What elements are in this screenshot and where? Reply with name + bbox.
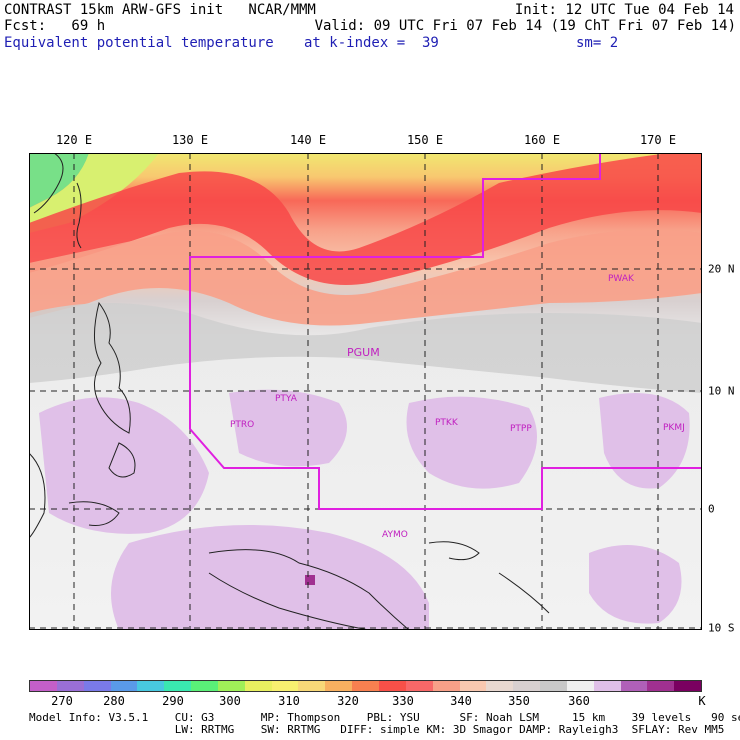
coast-luzon — [94, 301, 131, 434]
field-patch-ptkk — [406, 396, 537, 489]
colorbar-swatch — [325, 681, 353, 691]
field-patch-ptya — [229, 389, 347, 467]
coast-new-guinea-south — [208, 572, 370, 630]
colorbar-swatch — [137, 681, 165, 691]
station-label-ptpp: PTPP — [510, 424, 532, 434]
header-valid: Valid: 09 UTC Fri 07 Feb 14 (19 ChT Fri … — [314, 18, 736, 34]
region-boundary — [189, 153, 702, 510]
colorbar-swatch — [164, 681, 192, 691]
colorbar-label: 310 — [278, 694, 300, 708]
colorbar-label: K — [698, 694, 706, 708]
header-fcst: Fcst: 69 h — [4, 18, 106, 34]
colorbar-label: 360 — [568, 694, 590, 708]
station-label-pkmj: PKMJ — [663, 423, 685, 433]
colorbar-swatch — [352, 681, 379, 691]
coast-borneo — [29, 452, 46, 539]
lat-label-10s: 10 S — [708, 621, 735, 635]
colorbar-swatch — [298, 681, 326, 691]
k-index-label: at k-index = 39 — [304, 35, 439, 51]
coast-china — [33, 153, 64, 214]
station-label-ptya: PTYA — [275, 394, 298, 404]
model-info-line1: Model Info: V3.5.1 CU: G3 MP: Thompson P… — [29, 711, 740, 724]
colorbar-label: 320 — [337, 694, 359, 708]
colorbar-swatch — [647, 681, 675, 691]
colorbar-label: 270 — [51, 694, 73, 708]
colorbar-swatch — [486, 681, 514, 691]
smoothing-label: sm= 2 — [576, 35, 619, 51]
lon-label-120e: 120 E — [55, 133, 93, 147]
station-label-pwak: PWAK — [608, 274, 635, 284]
colorbar-swatch — [110, 681, 138, 691]
coast-sulawesi — [68, 501, 120, 526]
colorbar-swatch — [593, 681, 621, 691]
field-name: Equivalent potential temperature — [4, 35, 274, 51]
lon-label-170e: 170 E — [639, 133, 677, 147]
colorbar-label: 330 — [392, 694, 414, 708]
lon-label-140e: 140 E — [289, 133, 327, 147]
field-band-warm — [29, 153, 702, 285]
coast-new-britain — [428, 541, 480, 561]
colorbar-label: 290 — [162, 694, 184, 708]
colorbar — [29, 680, 702, 692]
lon-label-130e: 130 E — [171, 133, 209, 147]
colorbar-swatch — [83, 681, 111, 691]
colorbar-label: 340 — [450, 694, 472, 708]
field-patch-west — [39, 397, 209, 534]
colorbar-swatch — [191, 681, 218, 691]
lon-label-160e: 160 E — [523, 133, 561, 147]
header-init: Init: 12 UTC Tue 04 Feb 14 — [514, 2, 734, 18]
coast-mindanao — [108, 442, 136, 478]
theta-e-map: PWAK PGUM PTYA PTRO PTKK PTPP PKMJ AYMO — [29, 153, 702, 630]
colorbar-swatch — [378, 681, 406, 691]
lon-label-150e: 150 E — [406, 133, 444, 147]
colorbar-swatch — [244, 681, 272, 691]
colorbar-swatch — [620, 681, 648, 691]
colorbar-swatch — [56, 681, 84, 691]
colorbar-swatch — [540, 681, 567, 691]
colorbar-label: 280 — [103, 694, 125, 708]
colorbar-swatch — [432, 681, 460, 691]
header-title: CONTRAST 15km ARW-GFS init NCAR/MMM — [4, 2, 316, 18]
coastlines — [29, 153, 550, 630]
colorbar-swatch — [217, 681, 245, 691]
lat-label-10n: 10 N — [708, 384, 735, 398]
station-label-ptro: PTRO — [230, 420, 254, 430]
station-label-aymo: AYMO — [382, 530, 408, 540]
colorbar-label: 300 — [219, 694, 241, 708]
station-label-pgum: PGUM — [347, 346, 380, 359]
graticule — [29, 153, 702, 630]
field-patch-pkmj — [599, 393, 690, 489]
coast-solomons — [498, 572, 550, 614]
colorbar-swatch — [459, 681, 487, 691]
coast-new-guinea-north — [208, 549, 410, 630]
colorbar-label: 350 — [508, 694, 530, 708]
field-band-neutral — [29, 303, 702, 393]
model-info-line2: LW: RRTMG SW: RRTMG DIFF: simple KM: 3D … — [29, 723, 725, 736]
lat-label-20n: 20 N — [708, 262, 735, 276]
lat-label-0: 0 — [708, 502, 715, 516]
colorbar-swatch — [405, 681, 433, 691]
colorbar-swatch — [30, 681, 57, 691]
colorbar-swatch — [566, 681, 594, 691]
map-frame — [29, 153, 702, 630]
colorbar-swatch — [674, 681, 702, 691]
colorbar-swatch — [271, 681, 299, 691]
station-label-ptkk: PTKK — [435, 418, 459, 428]
colorbar-swatch — [513, 681, 541, 691]
field-band-mild — [29, 229, 702, 326]
field-maximum-cell — [305, 575, 315, 585]
coast-taiwan — [76, 182, 82, 249]
